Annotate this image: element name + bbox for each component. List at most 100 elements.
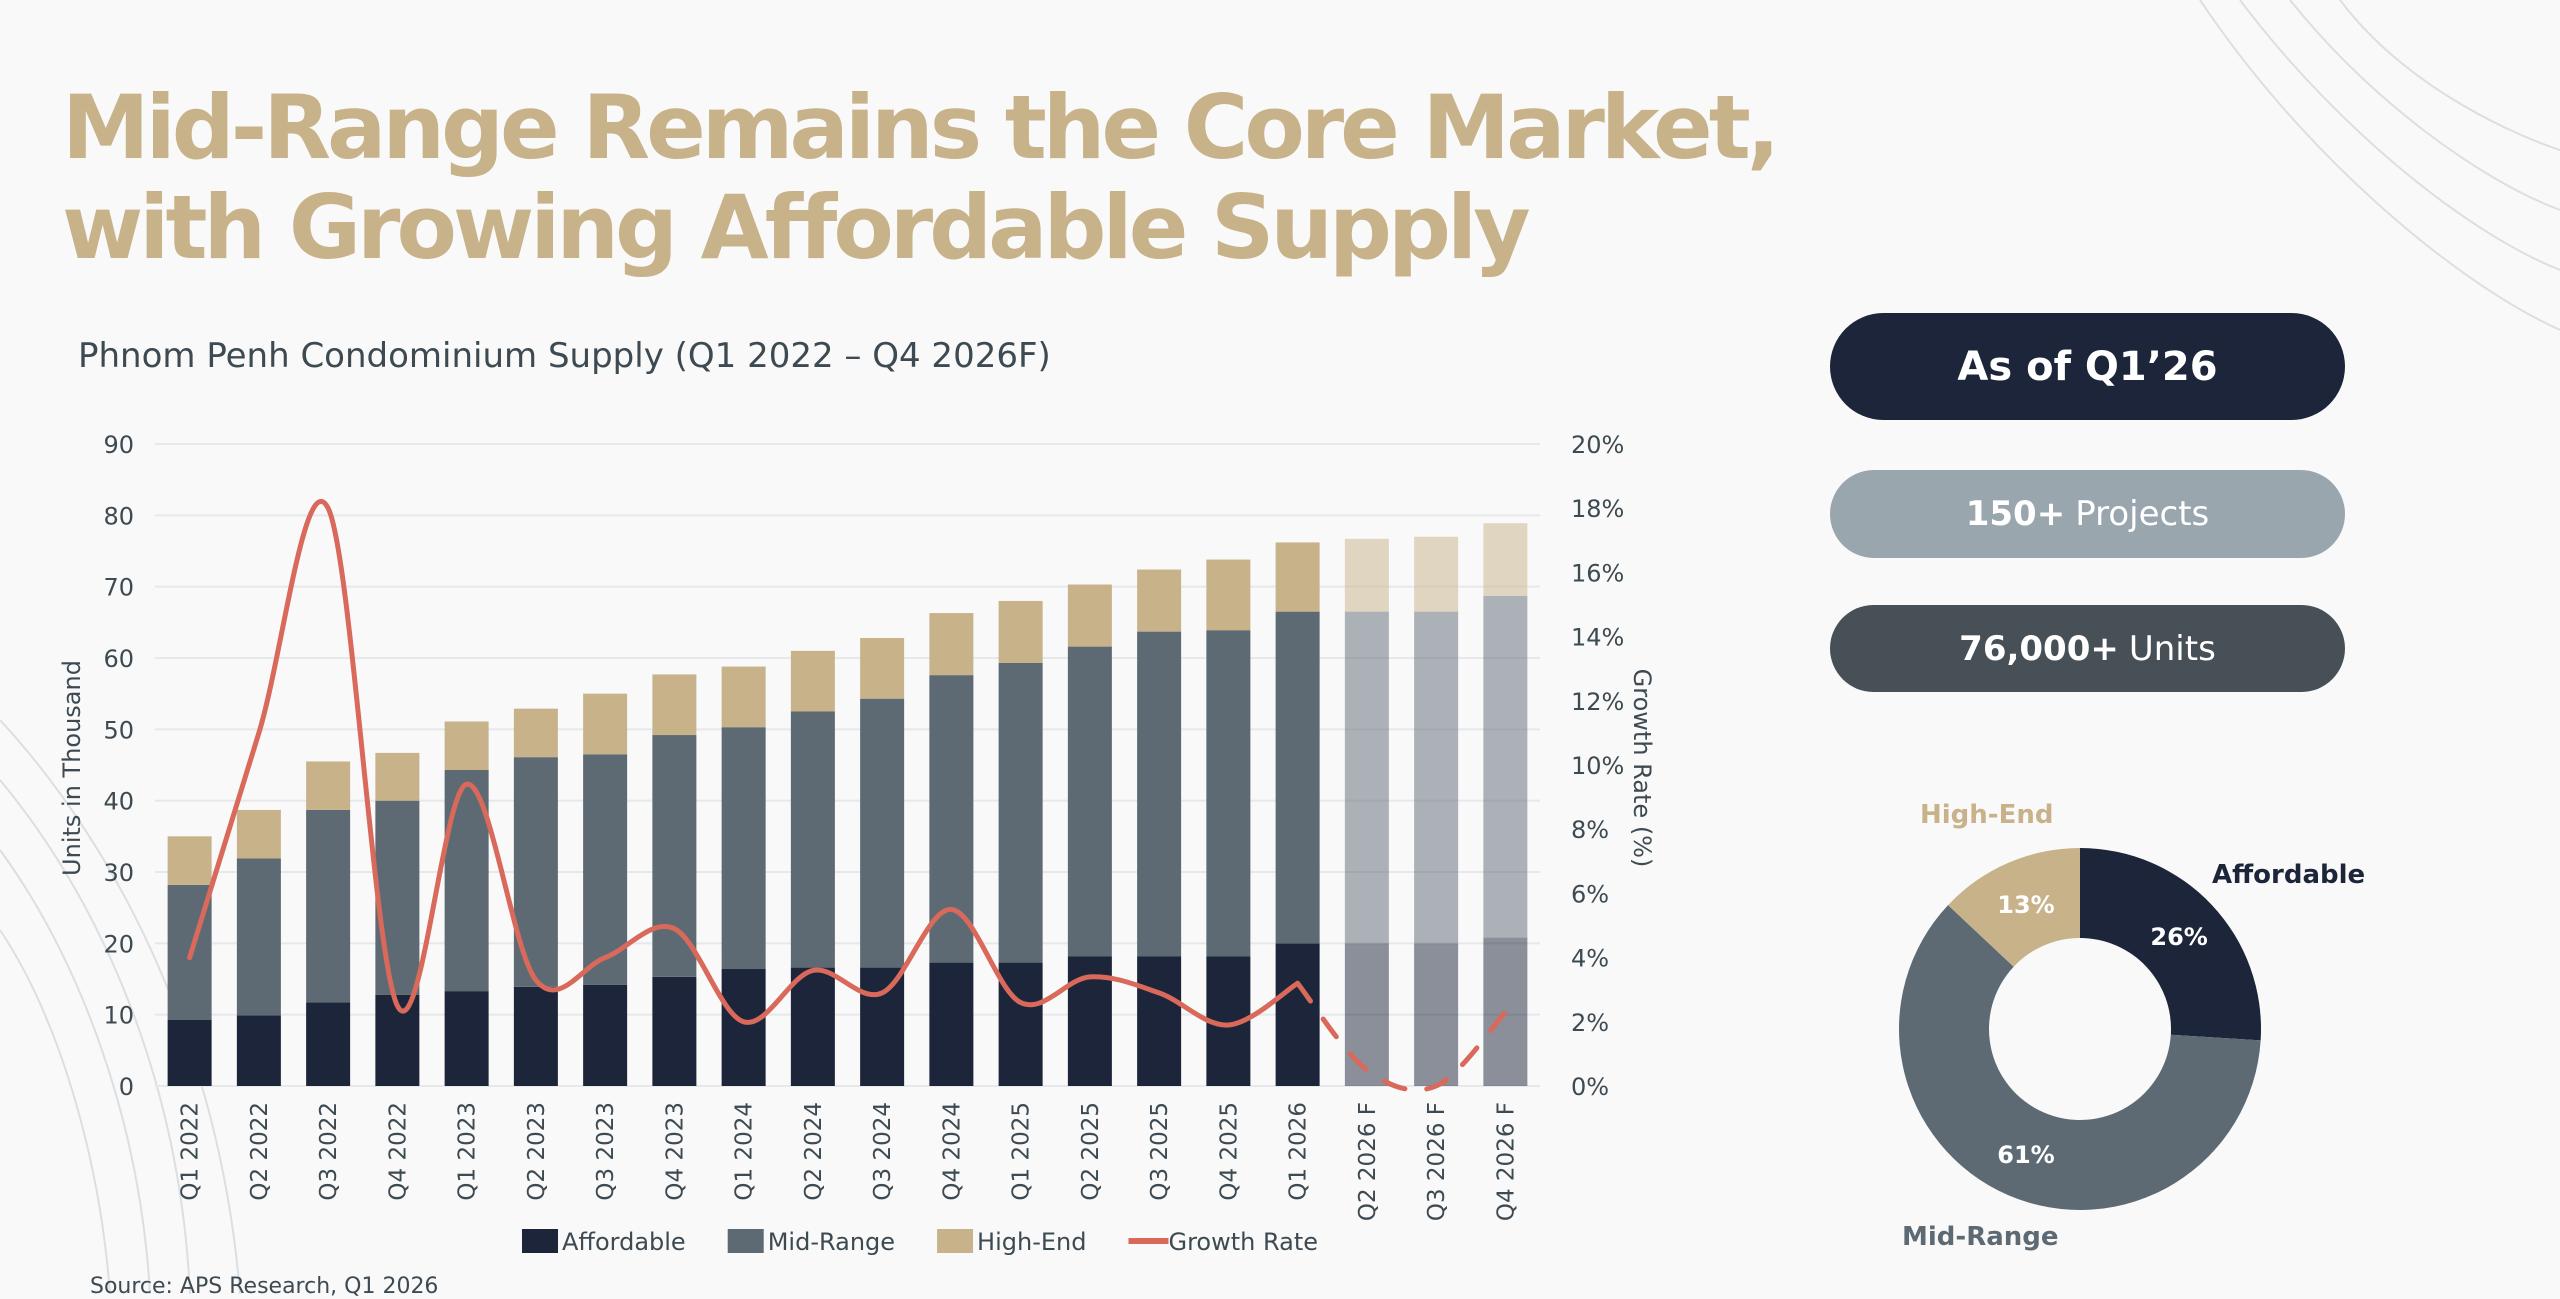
- x-tick-label: Q2 2022: [247, 1102, 273, 1201]
- title-line-1: Mid-Range Remains the Core Market,: [62, 76, 1780, 179]
- bar-high-end: [375, 752, 420, 801]
- y2-tick-label: 4%: [1571, 945, 1609, 973]
- bar-high-end: [721, 666, 766, 728]
- y-tick-label: 20: [103, 930, 134, 958]
- source-note: Source: APS Research, Q1 2026: [90, 1274, 439, 1299]
- y-tick-label: 50: [103, 716, 134, 744]
- x-tick-label: Q3 2022: [316, 1102, 342, 1201]
- bar-affordable: [721, 969, 766, 1086]
- bar-mid-range: [998, 662, 1043, 963]
- bar-affordable: [583, 984, 628, 1086]
- bar-mid-range: [375, 800, 420, 995]
- donut-slice-label: 13%: [1997, 891, 2054, 919]
- x-tick-label: Q3 2025: [1147, 1102, 1173, 1201]
- projects-value: 150+: [1965, 494, 2066, 534]
- legend-label: High-End: [977, 1228, 1086, 1256]
- x-tick-label: Q1 2026: [1286, 1102, 1312, 1201]
- donut-slice-affordable: [2080, 848, 2261, 1041]
- donut-label-affordable: Affordable: [2212, 860, 2366, 890]
- bar-affordable: [1137, 956, 1182, 1086]
- bar-affordable: [1344, 943, 1389, 1086]
- y2-tick-label: 18%: [1571, 495, 1624, 523]
- donut-slice-label: 61%: [1997, 1141, 2054, 1169]
- bar-high-end: [236, 809, 281, 859]
- units-value: 76,000+: [1959, 628, 2119, 669]
- x-tick-label: Q4 2026 F: [1493, 1102, 1519, 1221]
- bar-affordable: [998, 962, 1043, 1086]
- bar-high-end: [1275, 542, 1320, 612]
- y2-tick-label: 8%: [1571, 816, 1609, 844]
- bar-high-end: [652, 674, 697, 736]
- bar-affordable: [929, 962, 974, 1086]
- y2-tick-label: 10%: [1571, 752, 1624, 780]
- x-tick-label: Q4 2022: [385, 1102, 411, 1201]
- bar-mid-range: [1137, 631, 1182, 957]
- y-tick-label: 80: [103, 502, 134, 530]
- bar-mid-range: [652, 735, 697, 977]
- y-tick-label: 70: [103, 574, 134, 602]
- x-tick-label: Q3 2023: [593, 1102, 619, 1201]
- x-tick-label: Q1 2022: [178, 1102, 204, 1201]
- y-tick-label: 30: [103, 859, 134, 887]
- bar-affordable: [860, 967, 905, 1086]
- bar-affordable: [306, 1002, 351, 1086]
- bar-mid-range: [236, 858, 281, 1016]
- legend-label: Mid-Range: [768, 1228, 895, 1256]
- legend-label: Affordable: [562, 1228, 686, 1256]
- chart-title: Phnom Penh Condominium Supply (Q1 2022 –…: [78, 336, 1051, 376]
- growth-rate-forecast-line: [1295, 980, 1508, 1093]
- bar-high-end: [998, 600, 1043, 663]
- bar-high-end: [1344, 538, 1389, 612]
- bar-high-end: [1414, 536, 1459, 612]
- bar-high-end: [860, 638, 905, 699]
- bar-mid-range: [1275, 611, 1320, 944]
- x-tick-label: Q2 2025: [1078, 1102, 1104, 1201]
- bar-mid-range: [860, 698, 905, 968]
- x-tick-label: Q4 2024: [939, 1102, 965, 1201]
- bar-affordable: [1414, 943, 1459, 1086]
- bar-mid-range: [1414, 611, 1459, 944]
- bar-mid-range: [306, 809, 351, 1003]
- x-tick-label: Q2 2023: [524, 1102, 550, 1201]
- bar-high-end: [444, 721, 489, 770]
- page-title: Mid-Range Remains the Core Market, with …: [62, 76, 1780, 279]
- x-tick-label: Q1 2024: [732, 1102, 758, 1201]
- x-tick-label: Q2 2024: [801, 1102, 827, 1201]
- y2-tick-label: 2%: [1571, 1009, 1609, 1037]
- units-label: Units: [2128, 628, 2216, 669]
- bar-mid-range: [1067, 646, 1112, 957]
- bar-high-end: [1206, 559, 1251, 631]
- bar-high-end: [306, 761, 351, 810]
- bar-high-end: [583, 693, 628, 755]
- segment-donut-chart: 26% 61% 13%: [1899, 848, 2261, 1210]
- bar-affordable: [236, 1015, 281, 1086]
- y2-tick-label: 12%: [1571, 688, 1624, 716]
- growth-rate-line: [187, 498, 1301, 1028]
- x-tick-label: Q4 2023: [662, 1102, 688, 1201]
- donut-label-high-end: High-End: [1920, 800, 2054, 830]
- bar-affordable: [1275, 943, 1320, 1086]
- title-line-2: with Growing Affordable Supply: [62, 176, 1531, 279]
- units-stat: 76,000+ Units: [1830, 605, 2345, 692]
- bar-high-end: [167, 836, 212, 885]
- bar-mid-range: [1344, 611, 1389, 944]
- bar-mid-range: [513, 757, 558, 987]
- y2-tick-label: 16%: [1571, 559, 1624, 587]
- y-tick-label: 60: [103, 645, 134, 673]
- bar-mid-range: [790, 711, 835, 968]
- y2-tick-label: 20%: [1571, 431, 1624, 459]
- y-tick-label: 90: [103, 431, 134, 459]
- y2-tick-label: 0%: [1571, 1073, 1609, 1101]
- bar-mid-range: [1483, 595, 1528, 938]
- donut-slice-label: 26%: [2150, 923, 2207, 951]
- x-tick-label: Q1 2025: [1009, 1102, 1035, 1201]
- legend-label: Growth Rate: [1168, 1228, 1318, 1256]
- y-tick-label: 0: [119, 1073, 134, 1101]
- x-tick-label: Q1 2023: [455, 1102, 481, 1201]
- x-tick-label: Q4 2025: [1216, 1102, 1242, 1201]
- projects-label: Projects: [2075, 494, 2210, 534]
- bar-affordable: [790, 967, 835, 1086]
- legend-swatch: [727, 1229, 764, 1253]
- as-of-badge: As of Q1’26: [1830, 313, 2345, 420]
